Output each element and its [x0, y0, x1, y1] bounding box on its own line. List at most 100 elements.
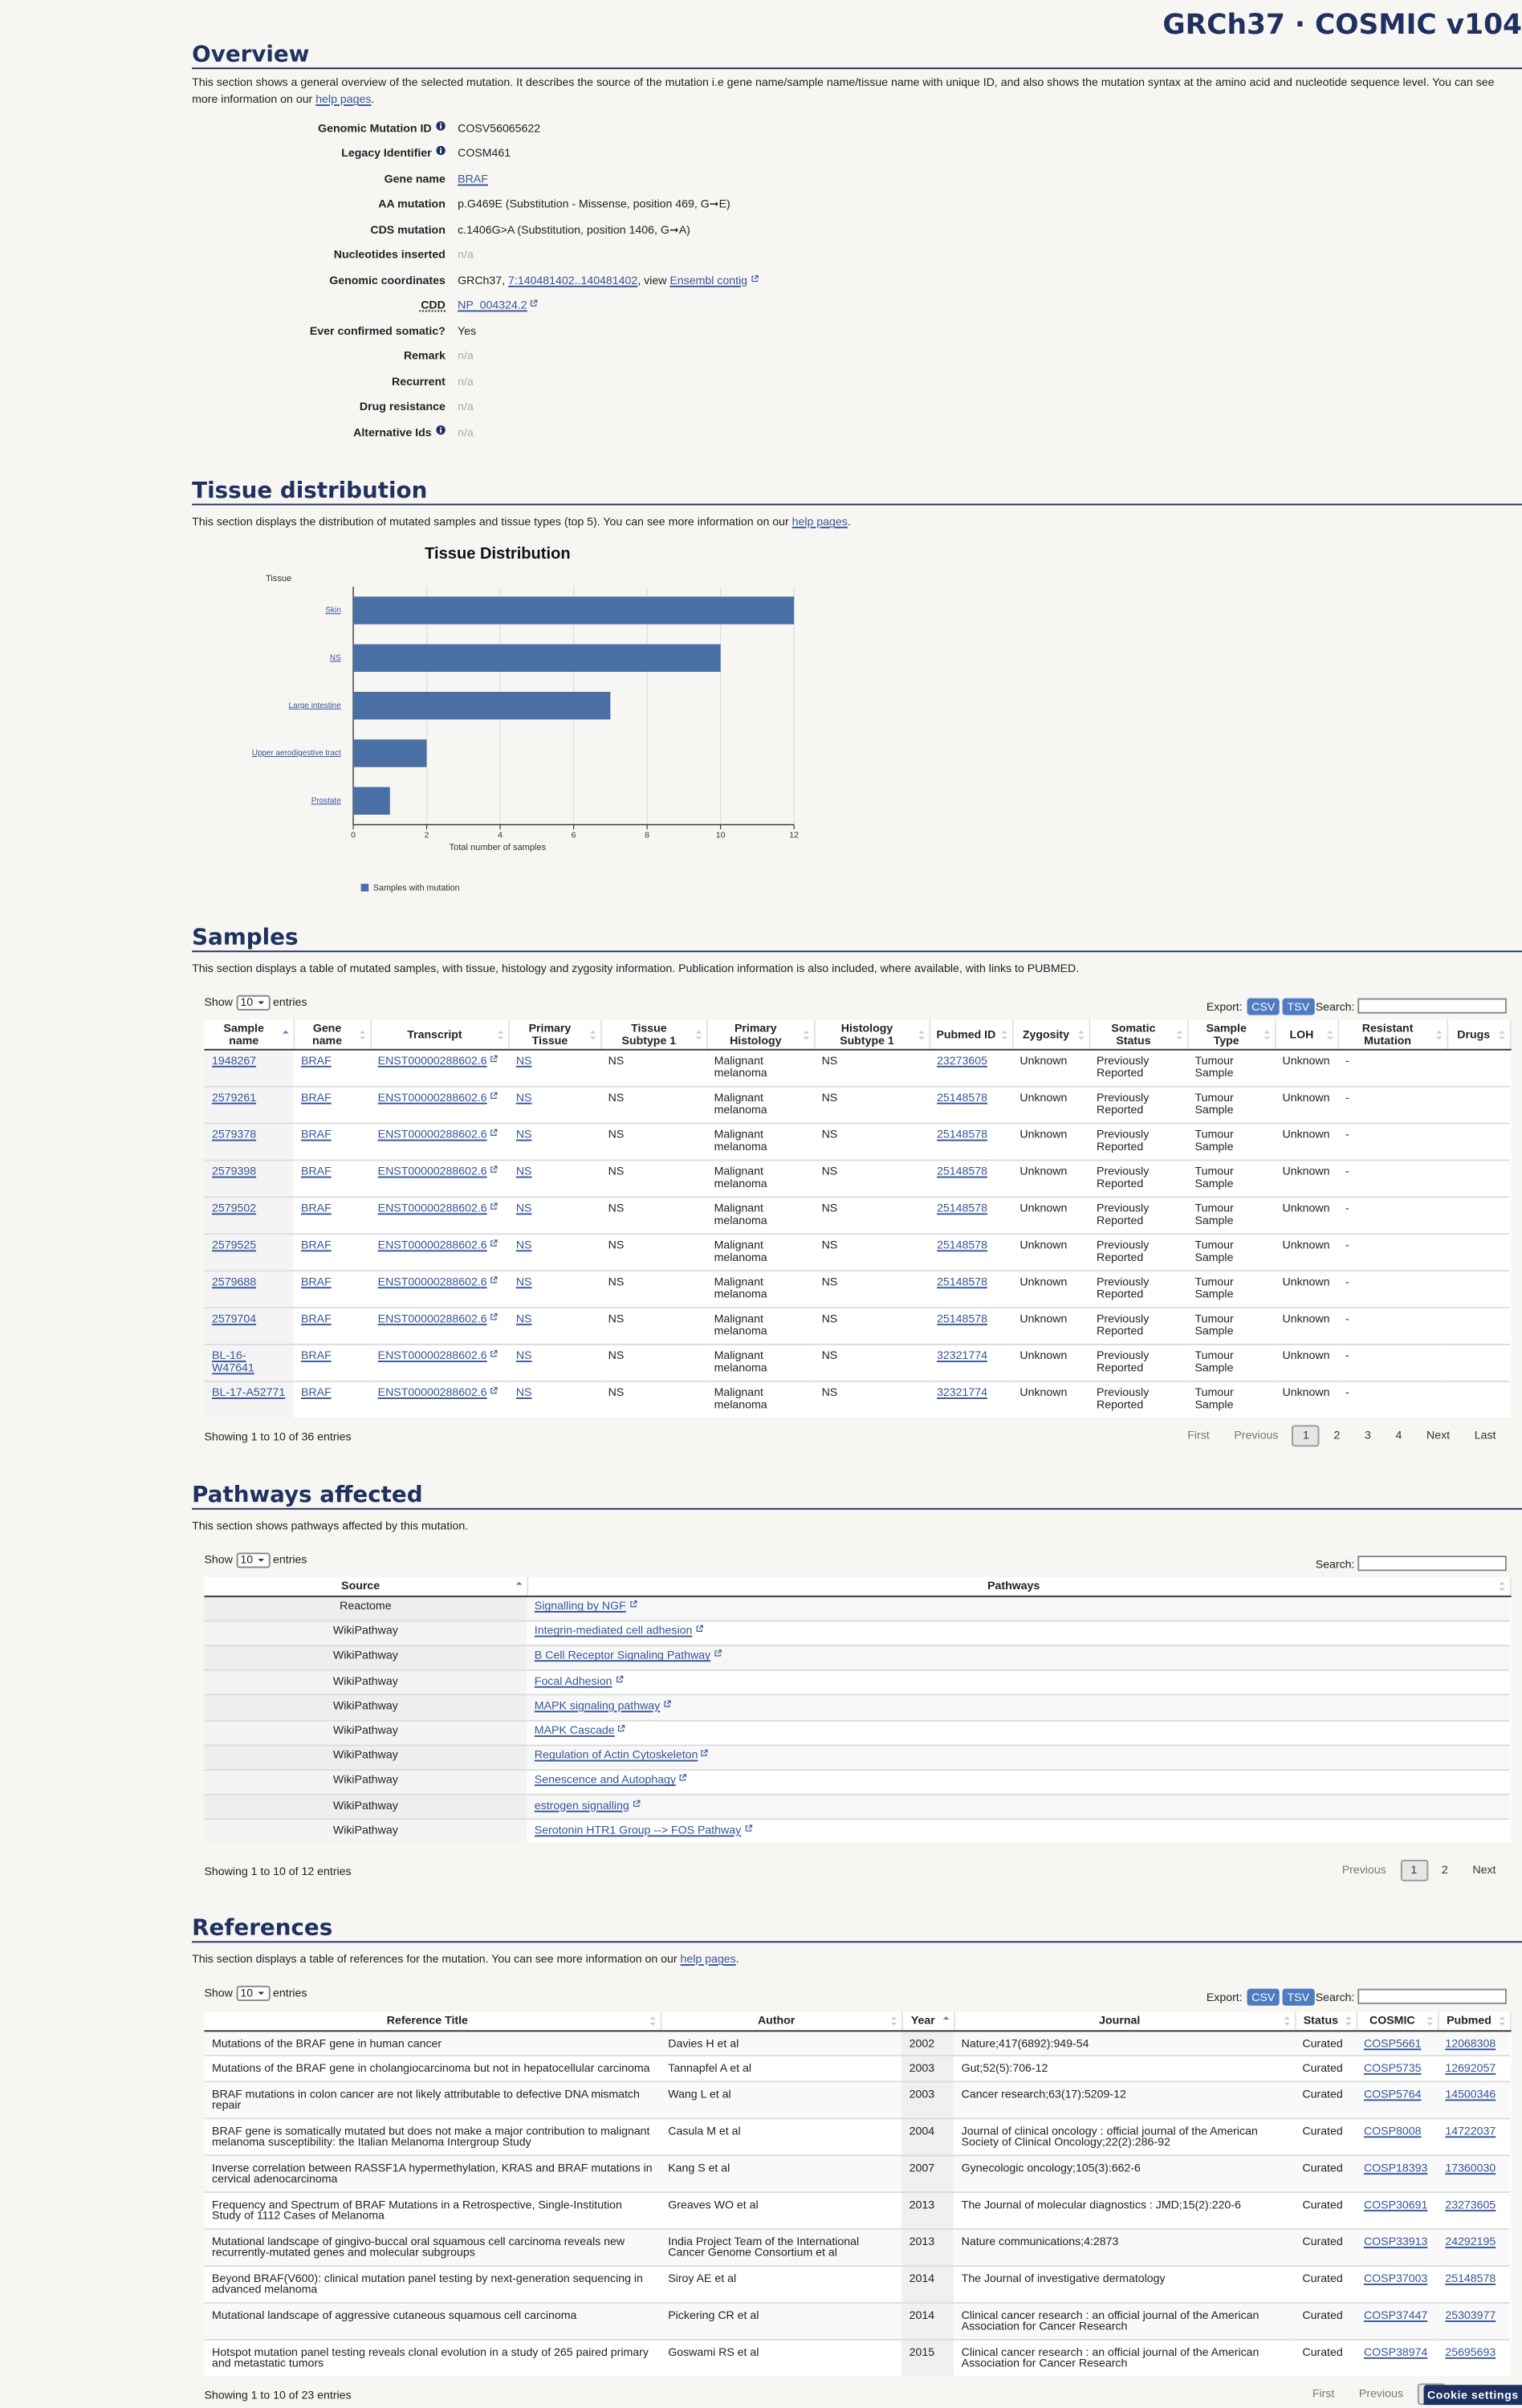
page-button[interactable]: Last [1474, 1428, 1496, 1442]
cell-link[interactable]: ENST00000288602.6 [377, 1164, 487, 1178]
cell-link[interactable]: estrogen signalling [534, 1797, 629, 1812]
column-header[interactable]: Source [204, 1576, 528, 1597]
cell-link[interactable]: B Cell Receptor Signaling Pathway [534, 1648, 711, 1663]
cell-link[interactable]: COSP5735 [1363, 2060, 1422, 2076]
cell-link[interactable]: BL-16-W47641 [212, 1348, 254, 1374]
cell-link[interactable]: 32321774 [937, 1385, 987, 1400]
cell-link[interactable]: BRAF [300, 1348, 332, 1363]
page-button[interactable]: 2 [1441, 1862, 1448, 1877]
y-tick-label[interactable]: Upper aerodigestive tract [252, 749, 341, 758]
cell-link[interactable]: BL-17-A52771 [212, 1385, 286, 1400]
csv-button[interactable]: CSV [1247, 1988, 1280, 2006]
cell-link[interactable]: 25148578 [937, 1312, 987, 1326]
page-button[interactable]: 1 [1399, 1859, 1428, 1881]
cell-link[interactable]: BRAF [300, 1385, 332, 1400]
cell-link[interactable]: 2579525 [212, 1238, 257, 1252]
cell-link[interactable]: 25695693 [1445, 2344, 1496, 2359]
cell-link[interactable]: 32321774 [937, 1348, 987, 1363]
cell-link[interactable]: 2579261 [212, 1090, 257, 1104]
cell-link[interactable]: 1948267 [212, 1053, 257, 1068]
cell-link[interactable]: 2579688 [212, 1275, 257, 1289]
cell-link[interactable]: NS [515, 1348, 532, 1363]
length-select[interactable]: 10 [235, 995, 271, 1011]
column-header[interactable]: Primary Tissue [508, 1019, 602, 1051]
cell-link[interactable]: 25148578 [937, 1127, 987, 1141]
cell-link[interactable]: COSP30691 [1363, 2197, 1428, 2211]
column-header[interactable]: Pubmed [1437, 2011, 1511, 2032]
cell-link[interactable]: BRAF [300, 1312, 332, 1326]
page-button[interactable]: 2 [1333, 1428, 1341, 1442]
cell-link[interactable]: NS [515, 1275, 532, 1289]
link[interactable]: BRAF [458, 171, 488, 186]
cell-link[interactable]: MAPK signaling pathway [534, 1698, 661, 1712]
column-header[interactable]: Status [1294, 2011, 1357, 2032]
cell-link[interactable]: 23273605 [1445, 2197, 1496, 2211]
cell-link[interactable]: BRAF [300, 1164, 332, 1178]
search-input[interactable] [1357, 998, 1507, 1014]
y-tick-label[interactable]: Skin [325, 606, 340, 615]
cell-link[interactable]: COSP5764 [1363, 2086, 1422, 2101]
page-button[interactable]: 3 [1365, 1428, 1371, 1442]
cell-link[interactable]: BRAF [300, 1090, 332, 1104]
cell-link[interactable]: MAPK Cascade [534, 1723, 615, 1737]
tsv-button[interactable]: TSV [1282, 998, 1314, 1015]
cell-link[interactable]: 24292195 [1445, 2234, 1496, 2248]
column-header[interactable]: Zygosity [1011, 1019, 1090, 1051]
column-header[interactable]: Somatic Status [1089, 1019, 1188, 1051]
cell-link[interactable]: BRAF [300, 1275, 332, 1289]
page-button[interactable]: 4 [1395, 1428, 1402, 1442]
link[interactable]: help pages [315, 92, 372, 107]
column-header[interactable]: Transcript [370, 1019, 510, 1051]
cell-link[interactable]: BRAF [300, 1127, 332, 1141]
cell-link[interactable]: BRAF [300, 1201, 332, 1215]
column-header[interactable]: Author [660, 2011, 903, 2032]
column-header[interactable]: LOH [1274, 1019, 1339, 1051]
column-header[interactable]: Primary Histology [706, 1019, 815, 1051]
cell-link[interactable]: COSP37447 [1363, 2307, 1428, 2322]
cell-link[interactable]: ENST00000288602.6 [377, 1238, 487, 1252]
cell-link[interactable]: COSP37003 [1363, 2270, 1428, 2285]
cookie-settings-button[interactable]: Cookie settings [1423, 2385, 1522, 2406]
cell-link[interactable]: 25148578 [937, 1090, 987, 1104]
link[interactable]: help pages [680, 1951, 736, 1966]
page-button[interactable]: 1 [1292, 1425, 1321, 1447]
link[interactable]: 7:140481402..140481402 [508, 273, 638, 287]
cell-link[interactable]: BRAF [300, 1238, 332, 1252]
cell-link[interactable]: COSP33913 [1363, 2234, 1428, 2248]
cell-link[interactable]: COSP5661 [1363, 2036, 1422, 2050]
cell-link[interactable]: 12692057 [1445, 2060, 1496, 2076]
cell-link[interactable]: 2579398 [212, 1164, 257, 1178]
column-header[interactable]: Year [901, 2011, 955, 2032]
cell-link[interactable]: NS [515, 1238, 532, 1252]
length-select[interactable]: 10 [235, 1552, 271, 1568]
cell-link[interactable]: ENST00000288602.6 [377, 1201, 487, 1215]
column-header[interactable]: Resistant Mutation [1337, 1019, 1448, 1051]
cell-link[interactable]: 2579704 [212, 1312, 257, 1326]
y-tick-label[interactable]: NS [330, 653, 341, 662]
cell-link[interactable]: NS [515, 1385, 532, 1400]
cell-link[interactable]: Signalling by NGF [534, 1598, 626, 1613]
page-button[interactable]: Next [1426, 1428, 1451, 1442]
search-input[interactable] [1357, 1556, 1507, 1572]
cell-link[interactable]: Senescence and Autophagy [534, 1772, 676, 1787]
column-header[interactable]: Journal [954, 2011, 1296, 2032]
y-tick-label[interactable]: Prostate [311, 796, 341, 805]
page-button[interactable]: Next [1472, 1862, 1496, 1877]
cell-link[interactable]: 2579378 [212, 1127, 257, 1141]
cell-link[interactable]: 25148578 [937, 1201, 987, 1215]
cell-link[interactable]: ENST00000288602.6 [377, 1312, 487, 1326]
cell-link[interactable]: COSP18393 [1363, 2160, 1428, 2174]
cell-link[interactable]: 25148578 [937, 1275, 987, 1289]
column-header[interactable]: Sample Type [1186, 1019, 1276, 1051]
cell-link[interactable]: 25303977 [1445, 2307, 1496, 2322]
cell-link[interactable]: Integrin-mediated cell adhesion [534, 1623, 693, 1638]
link[interactable]: help pages [792, 514, 848, 529]
cell-link[interactable]: 23273605 [937, 1053, 987, 1068]
cell-link[interactable]: 2579502 [212, 1201, 257, 1215]
cell-link[interactable]: 14722037 [1445, 2123, 1496, 2138]
link[interactable]: NP_004324.2 [458, 298, 527, 312]
column-header[interactable]: Tissue Subtype 1 [600, 1019, 708, 1051]
cell-link[interactable]: ENST00000288602.6 [377, 1348, 487, 1363]
column-header[interactable]: Sample name [204, 1019, 295, 1051]
cell-link[interactable]: BRAF [300, 1053, 332, 1068]
